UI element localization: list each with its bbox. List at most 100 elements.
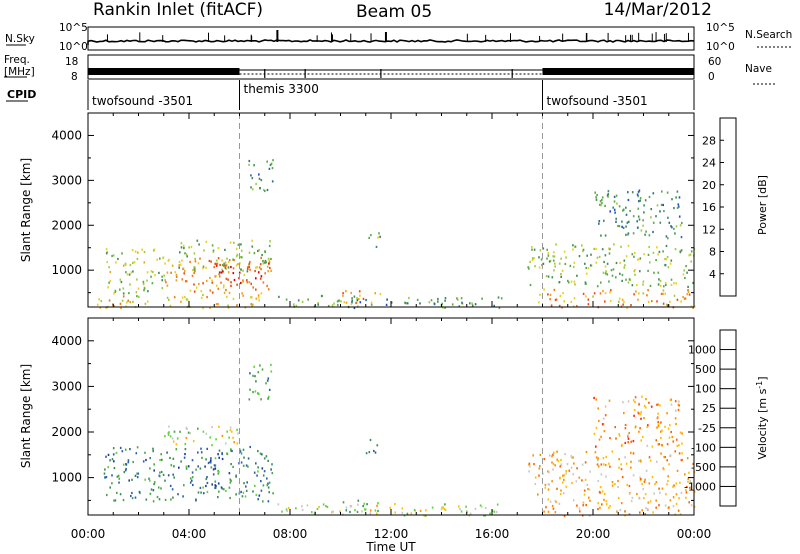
- data-cell: [660, 436, 662, 439]
- data-cell: [249, 445, 251, 449]
- data-cell: [631, 253, 634, 256]
- data-cell: [583, 493, 586, 496]
- data-cell: [359, 301, 362, 304]
- data-cell: [616, 510, 619, 513]
- data-cell: [167, 259, 170, 262]
- data-cell: [444, 297, 447, 300]
- data-cell: [265, 261, 267, 264]
- data-cell: [151, 282, 154, 285]
- data-cell: [604, 234, 607, 237]
- ytick-label: 3000: [51, 379, 82, 393]
- data-cell: [531, 257, 534, 260]
- data-cell: [664, 456, 666, 459]
- data-cell: [394, 503, 396, 506]
- nsky-tick-top: 10^5: [59, 22, 88, 34]
- data-cell: [172, 496, 174, 499]
- data-cell: [318, 505, 320, 509]
- data-cell: [645, 507, 647, 510]
- data-cell: [270, 162, 273, 165]
- data-cell: [685, 265, 687, 268]
- data-cell: [200, 290, 203, 293]
- data-cell: [626, 483, 628, 487]
- data-cell: [148, 477, 150, 480]
- data-cell: [497, 296, 500, 299]
- data-cell: [563, 514, 566, 518]
- data-cell: [193, 268, 195, 271]
- data-cell: [556, 487, 558, 490]
- data-cell: [613, 195, 616, 198]
- data-cell: [238, 271, 241, 274]
- data-cell: [618, 466, 620, 469]
- data-cell: [160, 487, 162, 490]
- data-cell: [333, 302, 335, 305]
- data-cell: [164, 279, 166, 282]
- data-cell: [129, 263, 132, 267]
- data-cell: [123, 471, 126, 474]
- data-cell: [241, 292, 243, 295]
- data-cell: [221, 487, 223, 490]
- data-cell: [648, 401, 650, 404]
- data-cell: [551, 276, 554, 279]
- data-cell: [567, 281, 570, 284]
- data-cell: [549, 500, 552, 503]
- data-cell: [459, 508, 461, 511]
- data-cell: [605, 270, 607, 273]
- data-cell: [680, 236, 683, 239]
- data-cell: [660, 452, 662, 455]
- data-cell: [631, 496, 634, 499]
- data-cell: [167, 432, 170, 435]
- data-cell: [544, 486, 547, 489]
- data-cell: [215, 284, 218, 287]
- data-cell: [109, 279, 112, 283]
- data-cell: [107, 286, 109, 289]
- data-cell: [662, 289, 665, 292]
- data-cell: [632, 232, 635, 235]
- data-cell: [615, 276, 617, 279]
- data-cell: [673, 207, 675, 210]
- data-cell: [644, 233, 646, 236]
- data-cell: [332, 510, 334, 513]
- data-cell: [533, 248, 536, 251]
- data-cell: [210, 466, 213, 469]
- data-cell: [647, 289, 649, 292]
- data-cell: [143, 287, 146, 290]
- data-cell: [642, 224, 644, 227]
- data-cell: [553, 262, 556, 265]
- data-cell: [386, 298, 388, 301]
- data-cell: [211, 281, 214, 284]
- data-cell: [554, 265, 556, 268]
- data-cell: [217, 472, 220, 475]
- data-cell: [597, 508, 599, 511]
- data-cell: [656, 204, 659, 207]
- data-cell: [669, 454, 672, 457]
- data-cell: [657, 271, 660, 274]
- data-cell: [673, 227, 675, 230]
- data-cell: [267, 482, 269, 485]
- data-cell: [162, 473, 165, 476]
- data-cell: [643, 404, 646, 407]
- data-cell: [578, 476, 581, 479]
- data-cell: [266, 484, 269, 487]
- data-cell: [576, 467, 578, 470]
- data-cell: [217, 287, 220, 290]
- data-cell: [240, 249, 243, 252]
- data-cell: [261, 253, 263, 257]
- data-cell: [684, 297, 687, 300]
- data-cell: [547, 275, 550, 278]
- data-cell: [562, 492, 565, 495]
- data-cell: [669, 424, 671, 427]
- data-cell: [350, 291, 352, 295]
- data-cell: [149, 457, 151, 460]
- data-cell: [531, 258, 534, 262]
- data-cell: [172, 457, 175, 460]
- data-cell: [373, 449, 375, 453]
- data-cell: [122, 463, 125, 466]
- data-cell: [668, 436, 671, 439]
- data-cell: [254, 269, 256, 273]
- data-cell: [669, 398, 672, 402]
- data-cell: [484, 507, 487, 510]
- data-cell: [232, 272, 235, 275]
- data-cell: [261, 467, 264, 470]
- data-cell: [368, 236, 370, 239]
